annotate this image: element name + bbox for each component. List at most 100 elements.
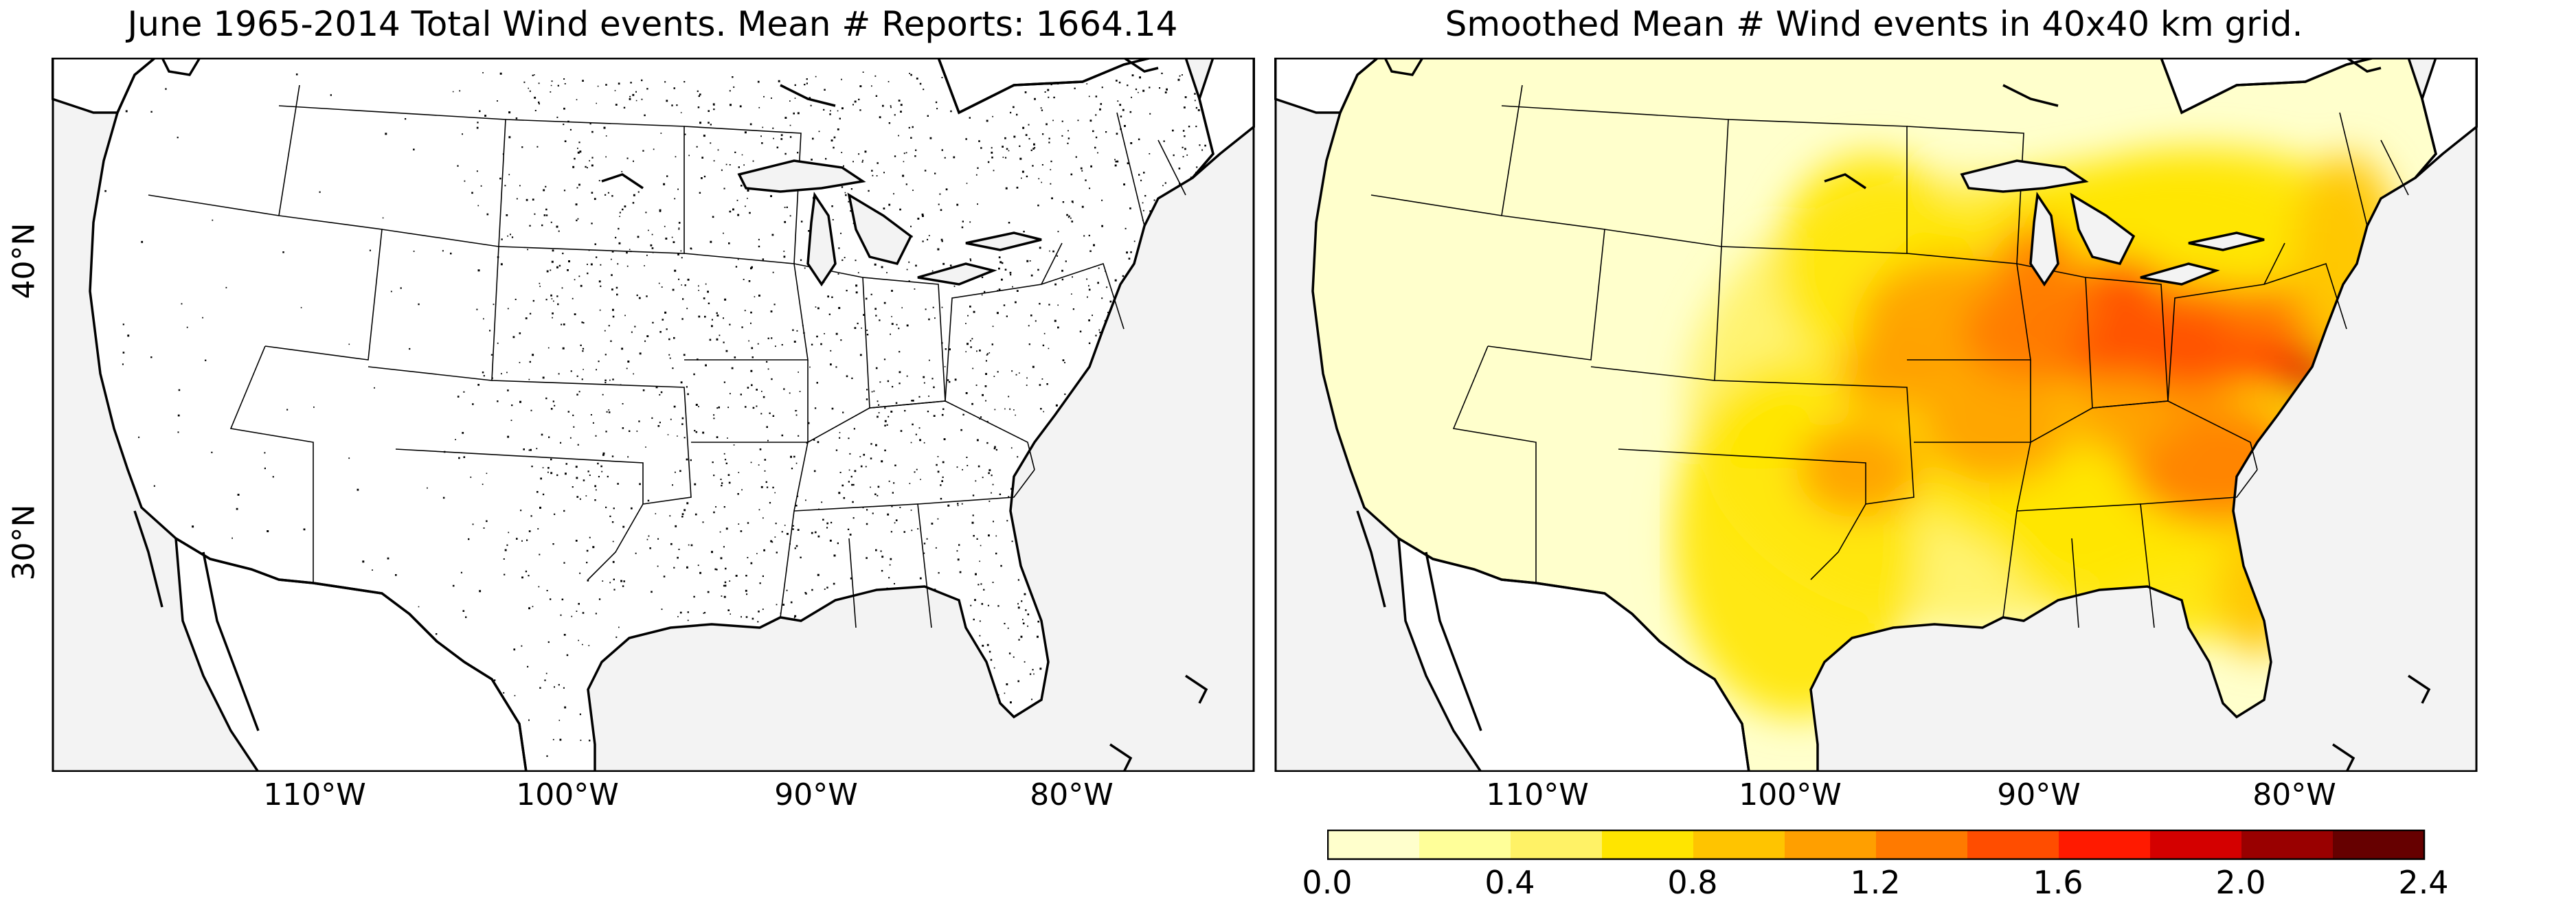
coast-fragment (1425, 551, 1482, 731)
colorbar-level-4 (1693, 830, 1785, 859)
state-border (1452, 345, 1537, 583)
state-border (395, 448, 644, 504)
landmasses (52, 58, 1254, 772)
state-border (2071, 538, 2079, 628)
coast-fragment (202, 551, 260, 731)
map-frame (52, 58, 1255, 772)
lat-label-30n: 30°N (6, 504, 42, 581)
state-border (869, 400, 1035, 470)
mexico-coastline (1397, 536, 1750, 772)
coast-fragment (2332, 743, 2355, 772)
colorbar-level-5 (1785, 830, 1877, 859)
coast-fragment (601, 173, 644, 190)
state-border (2092, 400, 2258, 470)
left-map-title: June 1965-2014 Total Wind events. Mean #… (127, 4, 1178, 44)
colorbar-tick-0: 0.0 (1302, 864, 1353, 901)
coast-fragment (2408, 674, 2431, 704)
great-lake (917, 262, 997, 286)
state-border (229, 345, 314, 583)
coast-fragment (1383, 58, 1424, 76)
state-border (2339, 112, 2368, 227)
colorbar-tick-2: 0.8 (1667, 864, 1718, 901)
colorbar-level-2 (1511, 830, 1603, 859)
colorbar-tick-5: 2.0 (2215, 864, 2266, 901)
great-lake (2029, 192, 2059, 287)
state-border (1370, 194, 1502, 216)
coast-fragment (1356, 510, 1386, 608)
colorbar-tick-4: 1.6 (2033, 864, 2083, 901)
colorbar-level-9 (2150, 830, 2242, 859)
map-frame (1274, 58, 2478, 772)
great-lake (965, 231, 1042, 251)
heat-blobs (1673, 147, 2422, 717)
colorbar-level-0 (1328, 830, 1420, 859)
colorbar-level-3 (1602, 830, 1694, 859)
state-border (1590, 229, 1722, 381)
right-lon-label-100w: 100°W (1739, 777, 1842, 812)
right-map-title: Smoothed Mean # Wind events in 40x40 km … (1445, 4, 2303, 44)
great-lake (2070, 192, 2136, 266)
colorbar-tick-6: 2.4 (2398, 864, 2449, 901)
state-border (1618, 448, 1866, 504)
state-border (1906, 253, 2031, 361)
state-border (1721, 119, 1908, 254)
state-border (148, 194, 280, 216)
colorbar-level-7 (1967, 830, 2059, 859)
coast-fragment (1824, 173, 1866, 190)
state-border (368, 229, 499, 381)
state-border (683, 126, 802, 264)
lat-label-40n: 40°N (6, 223, 42, 299)
state-borders (1370, 84, 2409, 628)
heat-blob (1838, 332, 1948, 415)
colorbar-level-11 (2333, 830, 2425, 859)
heat-blob (2072, 374, 2182, 456)
left-lon-label-110w: 110°W (263, 777, 366, 812)
mexico-landmass (1399, 538, 1749, 772)
state-border (1116, 112, 1145, 227)
coast-fragment (1123, 58, 1159, 73)
heat-blob (1921, 374, 2072, 483)
coastlines (1274, 58, 2478, 772)
colorbar-level-8 (2059, 830, 2151, 859)
state-border (683, 253, 809, 361)
right-lon-label-90w: 90°W (1997, 777, 2081, 812)
coast-fragment (1109, 743, 1133, 772)
us-landmass (90, 58, 1213, 772)
state-border (945, 242, 1063, 402)
great-lake (847, 192, 913, 266)
state-border (498, 119, 685, 254)
left-lon-label-100w: 100°W (516, 777, 619, 812)
great-lake (1960, 159, 2089, 193)
great-lake (2188, 231, 2265, 251)
state-border (1041, 262, 1125, 330)
right-lon-label-110w: 110°W (1486, 777, 1589, 812)
state-border (491, 380, 692, 580)
colorbar-level-10 (2241, 830, 2334, 859)
left-lon-label-80w: 80°W (1030, 777, 1114, 812)
heat-blob (2079, 257, 2161, 312)
state-border (848, 538, 857, 628)
coast-fragment (133, 510, 163, 608)
left-lon-label-90w: 90°W (774, 777, 858, 812)
right-lon-label-80w: 80°W (2252, 777, 2336, 812)
canada-landmass (1275, 58, 2477, 178)
great-lake (2140, 262, 2220, 286)
heat-blob (1701, 387, 1811, 470)
coast-fragment (2002, 84, 2059, 107)
colorbar-level-1 (1419, 830, 1511, 859)
heat-blob (1797, 422, 1921, 518)
coast-fragment (1185, 674, 1208, 704)
mexico-coastline (174, 536, 528, 772)
wind-reports-dot-map (52, 58, 1255, 772)
smoothed-wind-heatmap (1274, 58, 2478, 772)
state-border (2167, 242, 2285, 402)
colorbar-tick-3: 1.2 (1850, 864, 1901, 901)
coast-fragment (2346, 58, 2382, 73)
great-lake (806, 192, 837, 287)
great-lake (737, 159, 866, 193)
coastlines (52, 58, 1255, 772)
colorbar (1327, 830, 2426, 860)
state-border (1714, 380, 1914, 580)
colorbar-tick-1: 0.4 (1484, 864, 1535, 901)
state-border (2140, 469, 2258, 505)
